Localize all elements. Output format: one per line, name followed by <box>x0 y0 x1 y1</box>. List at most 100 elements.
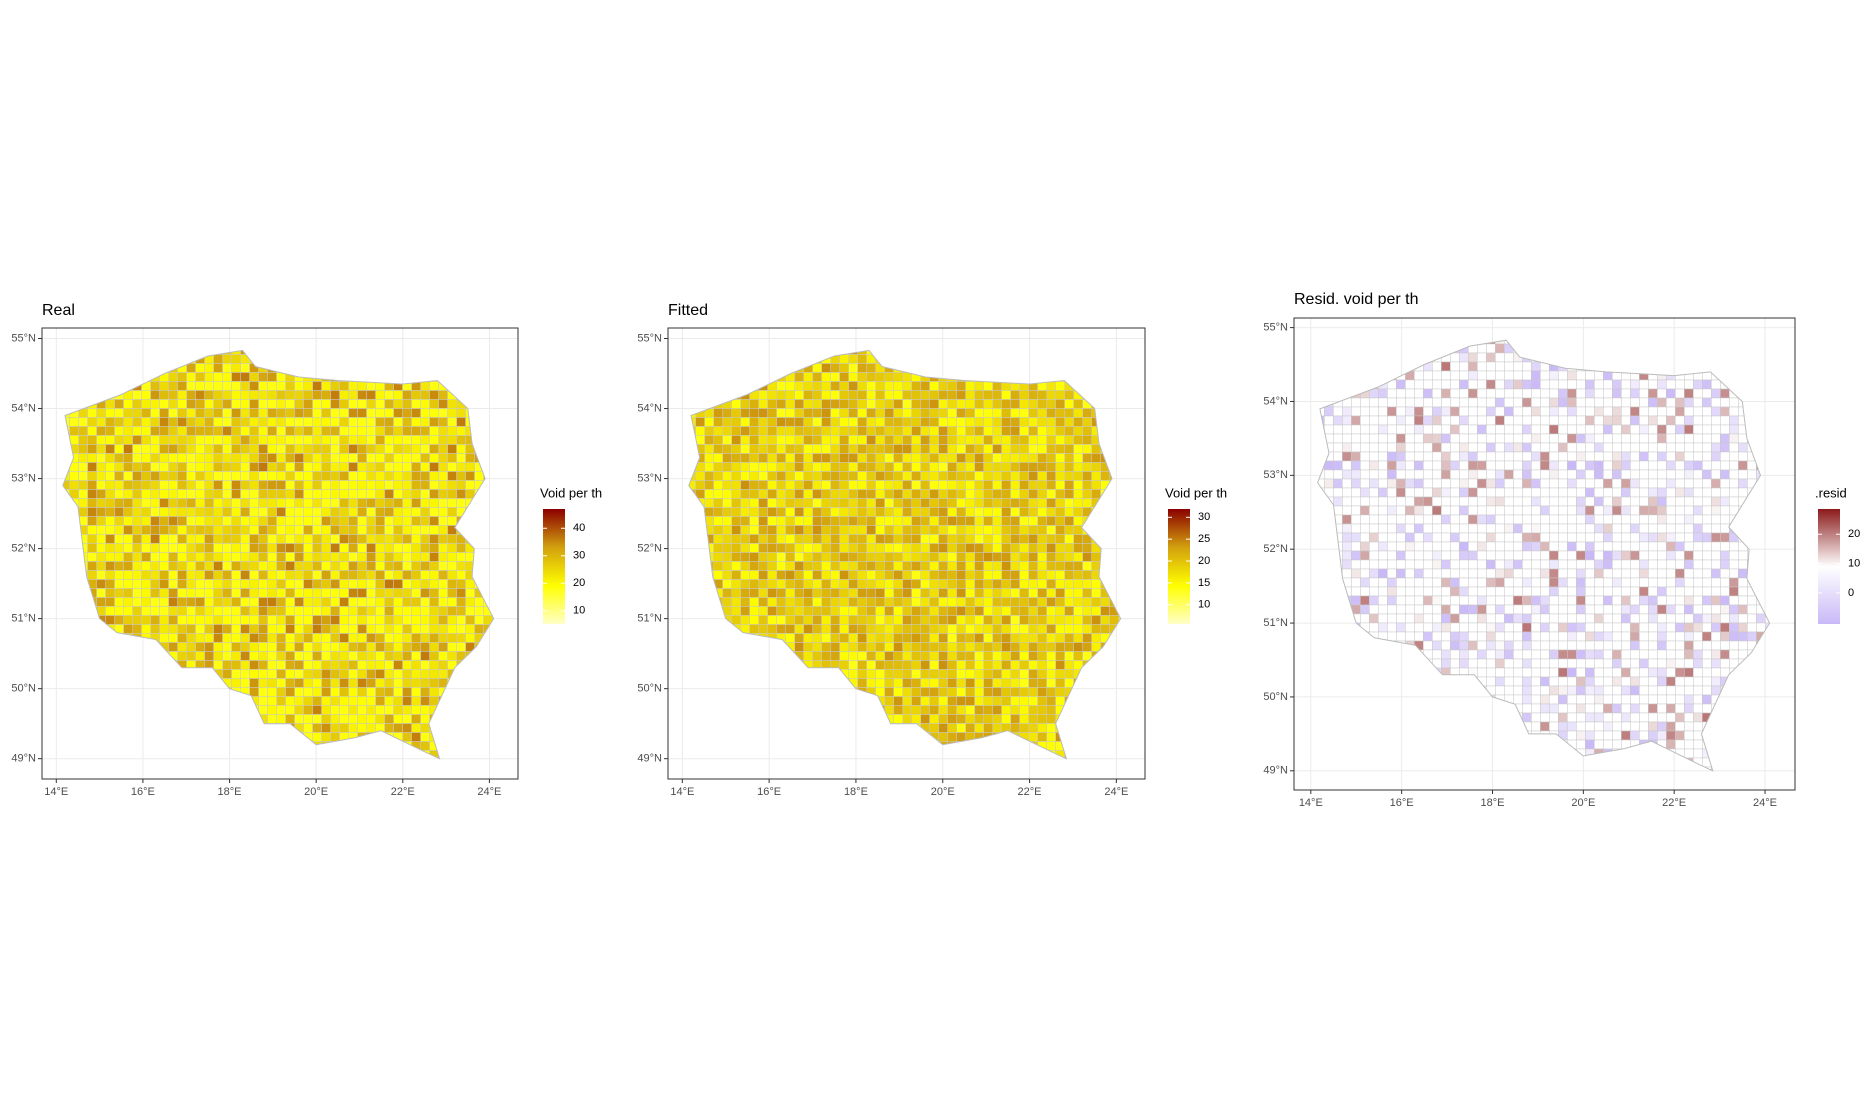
district <box>1037 489 1047 499</box>
district <box>339 678 349 688</box>
district <box>956 471 966 481</box>
district <box>420 534 430 544</box>
district <box>204 516 214 526</box>
district <box>114 579 124 589</box>
district <box>749 543 759 553</box>
district <box>384 696 394 706</box>
district <box>411 597 421 607</box>
district <box>1028 624 1038 634</box>
district <box>267 534 277 544</box>
district <box>902 381 912 391</box>
district <box>875 570 885 580</box>
district <box>240 606 250 616</box>
district <box>938 381 948 391</box>
district <box>902 570 912 580</box>
district <box>186 615 196 625</box>
district <box>758 543 768 553</box>
district <box>866 552 876 562</box>
district <box>186 624 196 634</box>
district <box>902 660 912 670</box>
district <box>731 525 741 535</box>
district <box>956 678 966 688</box>
district <box>195 534 205 544</box>
district <box>132 489 142 499</box>
district <box>231 525 241 535</box>
district <box>465 606 475 616</box>
district <box>240 408 250 418</box>
district <box>983 579 993 589</box>
district <box>348 408 358 418</box>
district <box>713 561 723 571</box>
district <box>141 435 151 445</box>
district <box>929 435 939 445</box>
district <box>150 480 160 490</box>
district <box>321 381 331 391</box>
district <box>447 435 457 445</box>
district <box>258 417 268 427</box>
district <box>713 435 723 445</box>
district <box>258 687 268 697</box>
district <box>384 597 394 607</box>
district <box>929 543 939 553</box>
district <box>195 624 205 634</box>
district <box>1055 669 1065 679</box>
district <box>893 435 903 445</box>
district <box>1046 642 1056 652</box>
district <box>303 480 313 490</box>
district <box>312 390 322 400</box>
district <box>821 615 831 625</box>
district <box>866 435 876 445</box>
district <box>1001 516 1011 526</box>
district <box>384 714 394 724</box>
district <box>929 615 939 625</box>
district <box>785 507 795 517</box>
district <box>893 660 903 670</box>
district <box>285 714 295 724</box>
district <box>857 633 867 643</box>
district <box>168 624 178 634</box>
district <box>848 507 858 517</box>
district <box>1064 426 1074 436</box>
district <box>357 525 367 535</box>
district <box>803 444 813 454</box>
district <box>974 660 984 670</box>
district <box>276 669 286 679</box>
district <box>267 390 277 400</box>
district <box>303 507 313 517</box>
district <box>920 615 930 625</box>
y-tick-label: 53°N <box>1263 469 1288 481</box>
district <box>258 579 268 589</box>
district <box>330 498 340 508</box>
y-tick-label: 49°N <box>1263 765 1288 777</box>
district <box>204 489 214 499</box>
district <box>758 561 768 571</box>
district <box>321 687 331 697</box>
district <box>285 507 295 517</box>
district <box>884 678 894 688</box>
district <box>794 642 804 652</box>
district <box>303 525 313 535</box>
district <box>785 381 795 391</box>
district <box>303 435 313 445</box>
district <box>1064 552 1074 562</box>
district <box>420 660 430 670</box>
district <box>285 525 295 535</box>
district <box>105 417 115 427</box>
district <box>213 525 223 535</box>
district <box>474 615 484 625</box>
district <box>411 669 421 679</box>
district <box>749 597 759 607</box>
district <box>947 498 957 508</box>
district <box>893 516 903 526</box>
district <box>339 687 349 697</box>
district <box>911 588 921 598</box>
district <box>1019 390 1029 400</box>
district <box>884 642 894 652</box>
district <box>875 669 885 679</box>
district <box>1082 543 1092 553</box>
district <box>123 507 133 517</box>
y-tick-label: 50°N <box>1263 691 1288 703</box>
district <box>785 525 795 535</box>
district <box>947 687 957 697</box>
district <box>267 507 277 517</box>
